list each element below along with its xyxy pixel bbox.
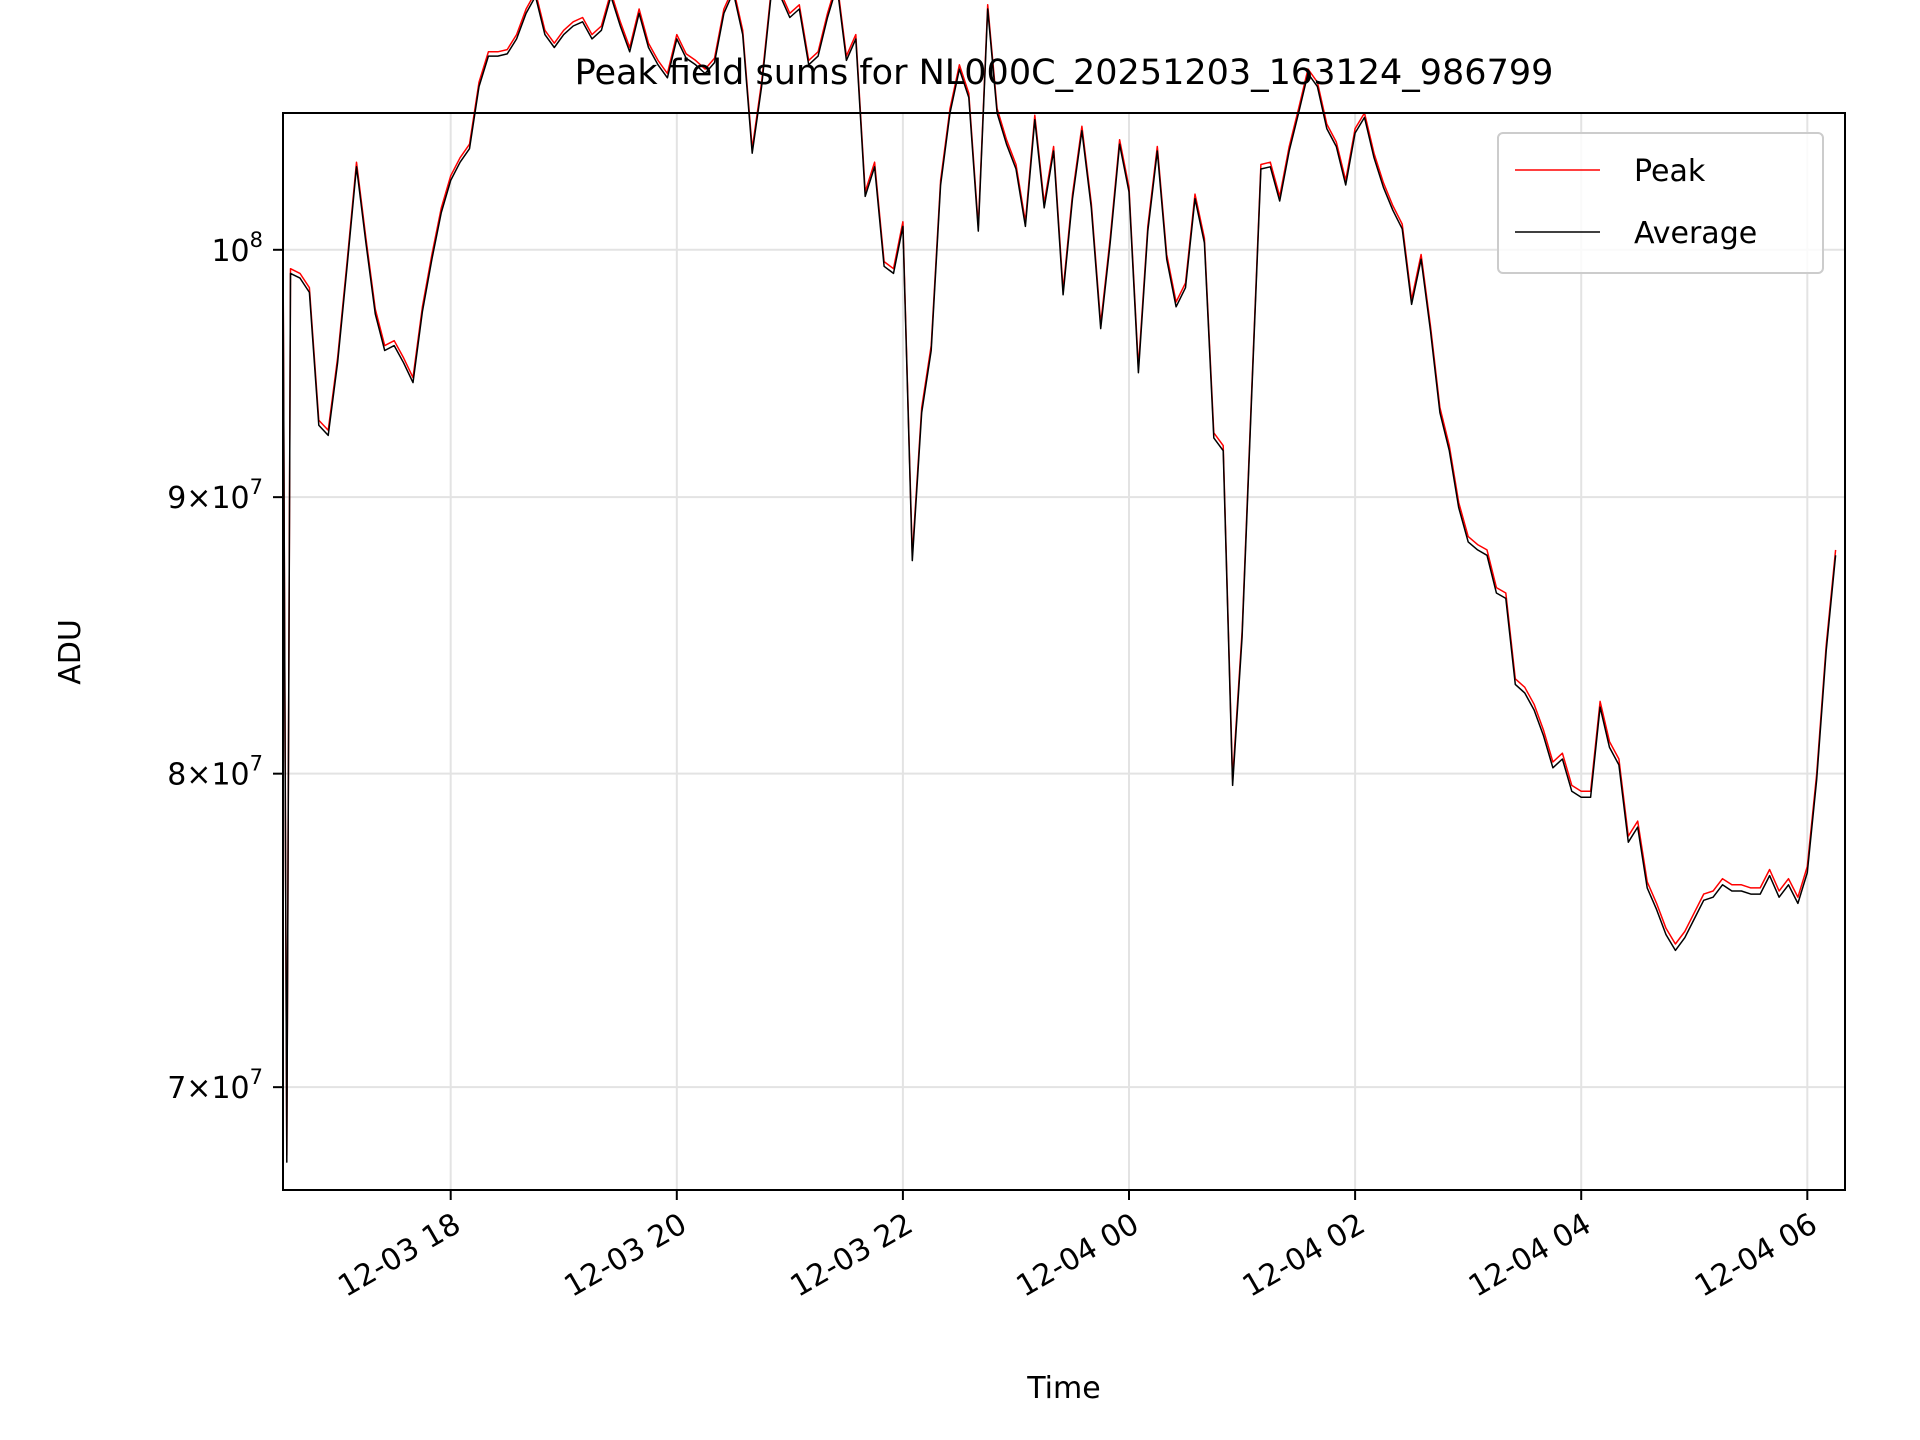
y-tick-mantissa-2: 9 [167,481,186,516]
y-axis-label: ADU [53,619,88,685]
legend-label-peak: Peak [1634,154,1706,189]
y-tick-base-0: 10 [211,1071,249,1106]
legend-label-average: Average [1634,216,1757,251]
y-tick-mantissa-1: 8 [167,758,186,793]
y-tick-times-1: × [186,758,211,793]
y-tick-exponent-0: 7 [250,1065,263,1089]
chart-title: Peak field sums for NL000C_20251203_1631… [575,53,1554,93]
y-tick-label-1: 8×107 [167,752,263,793]
y-tick-base-3: 10 [211,234,249,269]
y-tick-label-2: 9×107 [167,475,263,516]
y-tick-base-2: 10 [211,481,249,516]
y-tick-exponent-2: 7 [250,475,263,499]
y-tick-label-0: 7×107 [167,1065,263,1106]
x-axis-label: Time [1026,1371,1100,1406]
y-tick-base-1: 10 [211,758,249,793]
legend-box [1497,132,1824,274]
y-tick-exponent-3: 8 [250,228,263,252]
y-tick-label-3: 108 [211,228,263,269]
legend: Peak Average [1497,132,1824,274]
y-tick-times-2: × [186,481,211,516]
series-lines [282,0,1837,1163]
series-line-average [282,0,1837,1163]
y-tick-mantissa-0: 7 [167,1071,186,1106]
y-tick-times-0: × [186,1071,211,1106]
series-line-peak [282,0,1837,1156]
y-tick-exponent-1: 7 [250,752,263,776]
plot-frame [282,112,1846,1191]
